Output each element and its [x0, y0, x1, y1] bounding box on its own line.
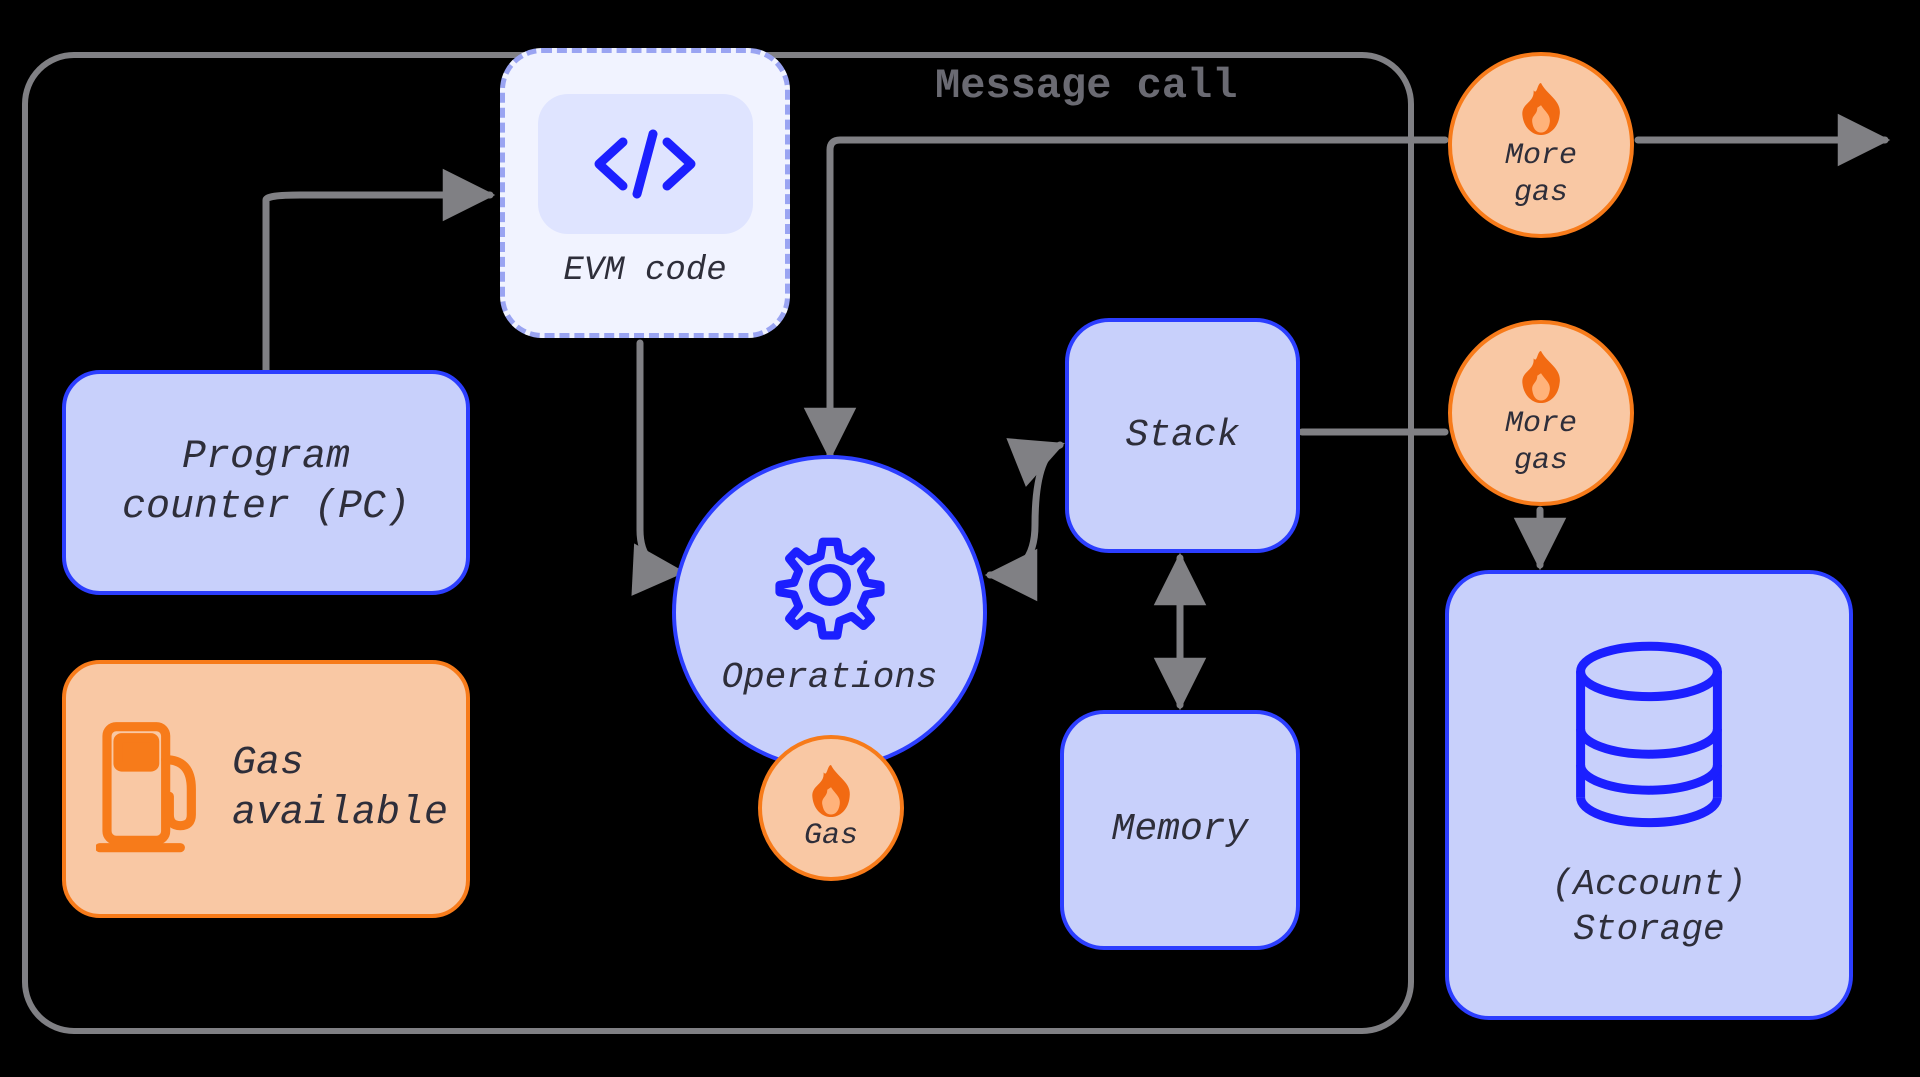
- gas-pump-icon: [96, 714, 206, 864]
- gear-icon: [770, 525, 890, 645]
- gas-label: Gas: [804, 818, 858, 856]
- flame-icon: [800, 760, 862, 822]
- gas-available-label: Gas available: [232, 739, 448, 839]
- node-evm-code: EVM code: [500, 48, 790, 338]
- diagram-stage: Program counter (PC) Gas available: [0, 0, 1920, 1077]
- evm-code-label: EVM code: [563, 250, 726, 293]
- node-more-gas-2: More gas: [1448, 320, 1634, 506]
- more-gas-2-label: More gas: [1505, 406, 1577, 481]
- message-call-label: Message call: [935, 62, 1237, 110]
- node-stack: Stack: [1065, 318, 1300, 553]
- more-gas-1-label: More gas: [1505, 138, 1577, 213]
- flame-icon: [1510, 78, 1572, 140]
- node-gas: Gas: [758, 735, 904, 881]
- evm-code-icon-box: [538, 94, 753, 234]
- code-icon: [585, 124, 705, 204]
- node-memory: Memory: [1060, 710, 1300, 950]
- flame-icon: [1510, 346, 1572, 408]
- operations-label: Operations: [721, 655, 937, 700]
- node-program-counter: Program counter (PC): [62, 370, 470, 595]
- node-operations: Operations: [672, 455, 987, 770]
- memory-label: Memory: [1112, 806, 1249, 854]
- program-counter-label: Program counter (PC): [122, 433, 410, 533]
- stack-label: Stack: [1125, 412, 1239, 460]
- node-gas-available: Gas available: [62, 660, 470, 918]
- node-more-gas-1: More gas: [1448, 52, 1634, 238]
- node-storage: (Account) Storage: [1445, 570, 1853, 1020]
- storage-label: (Account) Storage: [1552, 862, 1746, 952]
- database-icon: [1559, 638, 1739, 838]
